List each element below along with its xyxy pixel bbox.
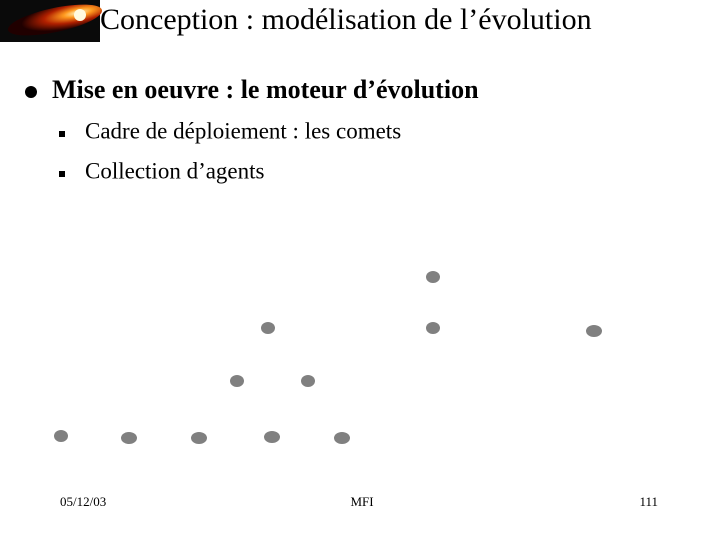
comet-logo bbox=[0, 0, 103, 42]
agent-dot bbox=[426, 322, 440, 334]
slide-title: Conception : modélisation de l’évolution bbox=[100, 3, 592, 36]
agent-dot bbox=[334, 432, 350, 444]
agent-dot bbox=[426, 271, 440, 283]
sub-bullet-text: Collection d’agents bbox=[85, 158, 265, 183]
agent-dot bbox=[586, 325, 602, 337]
footer-center: MFI bbox=[350, 494, 373, 509]
agent-dot bbox=[264, 431, 280, 443]
sub-bullet-marker bbox=[59, 171, 65, 177]
agent-dot bbox=[54, 430, 68, 442]
footer-date: 05/12/03 bbox=[60, 494, 106, 509]
sub-bullet-marker bbox=[59, 131, 65, 137]
footer-page: 111 bbox=[639, 494, 658, 509]
sub-bullet-text: Cadre de déploiement : les comets bbox=[85, 118, 401, 143]
bullet-text: Mise en oeuvre : le moteur d’évolution bbox=[52, 75, 479, 104]
agent-dot bbox=[261, 322, 275, 334]
agent-dot bbox=[230, 375, 244, 387]
bullet-marker bbox=[25, 86, 37, 98]
agent-dots bbox=[54, 271, 602, 444]
agent-dot bbox=[191, 432, 207, 444]
agent-dot bbox=[301, 375, 315, 387]
agent-dot bbox=[121, 432, 137, 444]
